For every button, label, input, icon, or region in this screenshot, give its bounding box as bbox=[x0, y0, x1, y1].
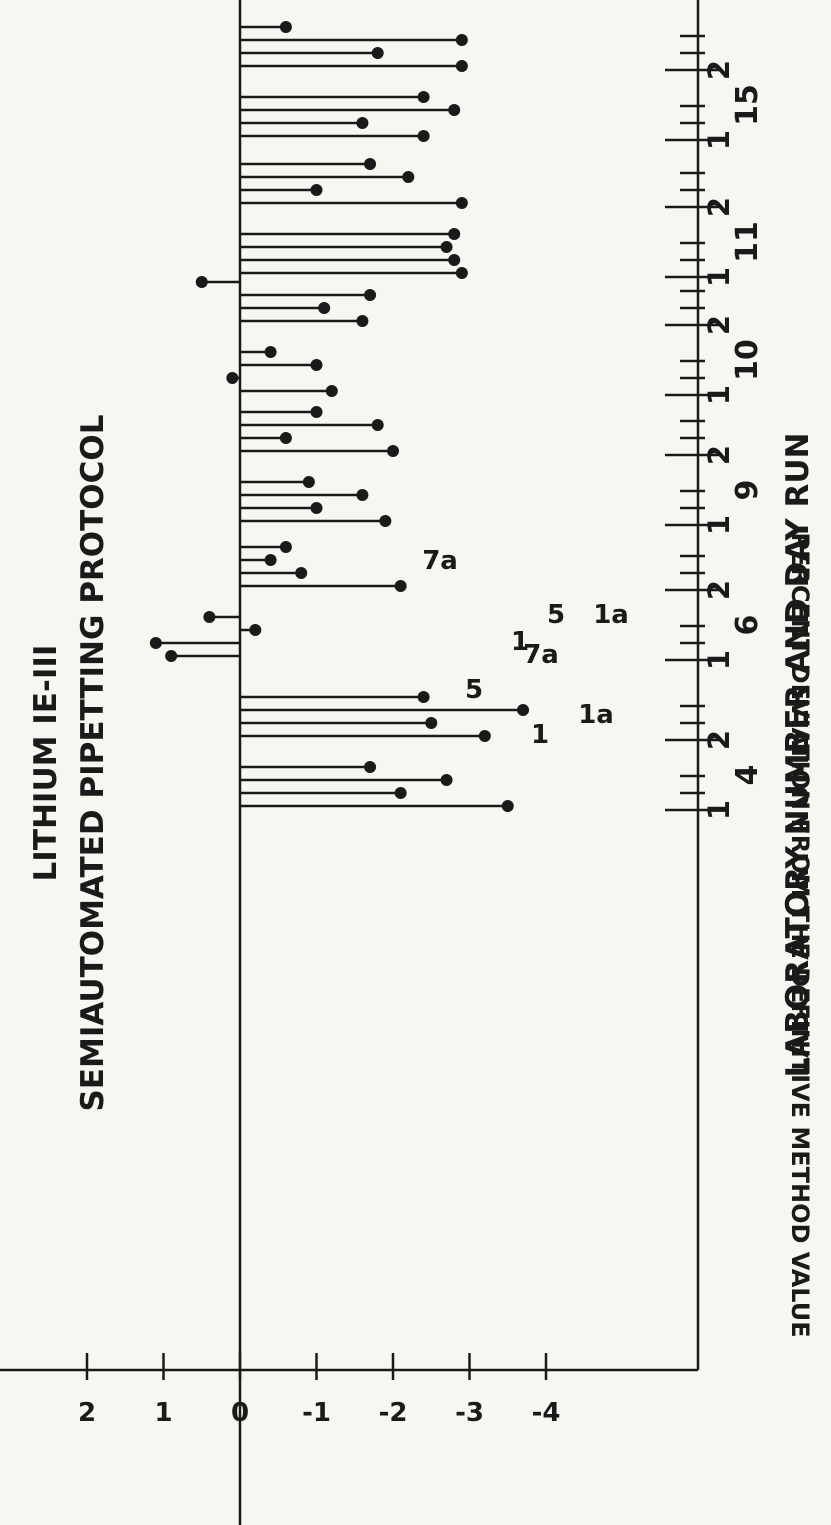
day-label-2-1: 2 bbox=[702, 445, 736, 465]
bar-point-4-1-0 bbox=[501, 800, 514, 812]
lab-label-3: 10 bbox=[730, 339, 765, 381]
data-marks bbox=[149, 21, 530, 812]
bar-point-6-2-3 bbox=[279, 541, 292, 553]
bar-point-10-1-1 bbox=[226, 372, 239, 384]
annotation-5: 5 bbox=[547, 600, 565, 630]
bar-point-4-1-3 bbox=[364, 761, 377, 773]
annotation-0: 1 bbox=[531, 720, 549, 750]
bar-point-15-1-0 bbox=[417, 130, 430, 142]
day-label-0-0: 1 bbox=[702, 800, 736, 820]
bar-point-6-1-2 bbox=[249, 624, 262, 636]
bar-point-10-1-0 bbox=[325, 385, 338, 397]
bar-point-4-1-1 bbox=[394, 787, 407, 799]
bar-point-11-2-1 bbox=[310, 184, 323, 196]
annotation-2: 1a bbox=[578, 700, 614, 730]
bar-point-11-1-3 bbox=[448, 228, 461, 240]
bar-point-4-2-2 bbox=[517, 704, 530, 716]
lab-label-1: 6 bbox=[730, 615, 765, 636]
bar-point-4-2-3 bbox=[417, 691, 430, 703]
lab-label-0: 4 bbox=[730, 765, 765, 786]
bar-point-15-1-3 bbox=[417, 91, 430, 103]
day-label-4-0: 1 bbox=[702, 267, 736, 287]
x-axis-label: LABORATORY NUMBER AND DAY RUN bbox=[780, 433, 816, 1078]
bar-point-6-2-1 bbox=[295, 567, 308, 579]
bar-point-4-2-0 bbox=[478, 730, 491, 742]
bar-point-11-2-0 bbox=[455, 197, 468, 209]
bar-point-9-2-0 bbox=[387, 445, 399, 457]
bar-point-11-1-1 bbox=[448, 254, 461, 266]
y-axis: 210-1-2-3-4 PERCENT DEVIATION FROM THE D… bbox=[0, 532, 814, 1428]
bar-point-10-1-2 bbox=[310, 359, 323, 371]
bar-point-4-2-1 bbox=[425, 717, 438, 729]
bar-point-10-2-2 bbox=[364, 289, 377, 301]
y-tick-label-0: 2 bbox=[78, 1398, 96, 1428]
bar-point-10-1-3 bbox=[264, 346, 277, 358]
annotation-1: 5 bbox=[465, 675, 483, 705]
lab-label-4: 11 bbox=[730, 221, 765, 263]
chart-title: LITHIUM IE-III bbox=[28, 645, 64, 882]
bar-point-9-2-3 bbox=[310, 406, 323, 418]
bar-point-6-1-1 bbox=[149, 637, 162, 649]
y-axis-label: PERCENT DEVIATION FROM THE DEFINITIVE ME… bbox=[786, 532, 814, 1337]
y-tick-label-1: 1 bbox=[154, 1398, 172, 1428]
day-label-3-0: 1 bbox=[702, 385, 736, 405]
y-tick-label-4: -2 bbox=[379, 1398, 408, 1428]
annotation-7: 7a bbox=[422, 546, 458, 576]
bar-point-10-2-1 bbox=[318, 302, 331, 314]
bar-point-4-1-2 bbox=[440, 774, 453, 786]
day-label-1-0: 1 bbox=[702, 650, 736, 670]
bar-point-6-2-2 bbox=[264, 554, 277, 566]
y-tick-label-5: -3 bbox=[455, 1398, 484, 1428]
bar-point-11-2-3 bbox=[364, 158, 377, 170]
bar-point-9-1-2 bbox=[356, 489, 369, 501]
bar-point-6-2-0 bbox=[394, 580, 407, 592]
bar-point-9-2-1 bbox=[279, 432, 292, 444]
y-tick-label-6: -4 bbox=[532, 1398, 561, 1428]
bar-point-6-1-3 bbox=[203, 611, 216, 623]
day-label-4-1: 2 bbox=[702, 197, 736, 217]
lab-label-5: 15 bbox=[730, 84, 765, 126]
day-label-5-1: 2 bbox=[702, 60, 736, 80]
bar-point-10-2-0 bbox=[356, 315, 369, 327]
bar-point-9-1-3 bbox=[302, 476, 315, 488]
bar-point-9-2-2 bbox=[371, 419, 384, 431]
y-tick-label-3: -1 bbox=[302, 1398, 331, 1428]
annotation-4: 1 bbox=[511, 627, 529, 657]
bar-point-15-2-0 bbox=[455, 60, 468, 72]
chart-subtitle: SEMIAUTOMATED PIPETTING PROTOCOL bbox=[75, 414, 111, 1111]
day-label-2-0: 1 bbox=[702, 515, 736, 535]
bar-point-10-2-3 bbox=[195, 276, 208, 288]
bar-point-11-2-2 bbox=[402, 171, 415, 183]
bar-point-11-1-0 bbox=[455, 267, 468, 279]
bar-point-6-1-0 bbox=[165, 650, 178, 662]
bar-point-15-2-2 bbox=[455, 34, 468, 46]
bar-point-9-1-1 bbox=[310, 502, 323, 514]
bar-point-15-1-2 bbox=[448, 104, 461, 116]
annotation-3: 7a bbox=[523, 640, 559, 670]
day-label-3-1: 2 bbox=[702, 315, 736, 335]
day-label-5-0: 1 bbox=[702, 130, 736, 150]
bar-point-15-2-1 bbox=[371, 47, 384, 59]
y-ticks: 210-1-2-3-4 bbox=[78, 1353, 560, 1428]
bar-point-9-1-0 bbox=[379, 515, 392, 527]
day-label-1-1: 2 bbox=[702, 580, 736, 600]
bar-point-11-1-2 bbox=[440, 241, 453, 253]
lab-label-2: 9 bbox=[730, 480, 765, 501]
bar-point-15-1-1 bbox=[356, 117, 369, 129]
day-label-0-1: 2 bbox=[702, 730, 736, 750]
annotation-6: 1a bbox=[593, 600, 629, 630]
bar-point-15-2-3 bbox=[279, 21, 292, 33]
